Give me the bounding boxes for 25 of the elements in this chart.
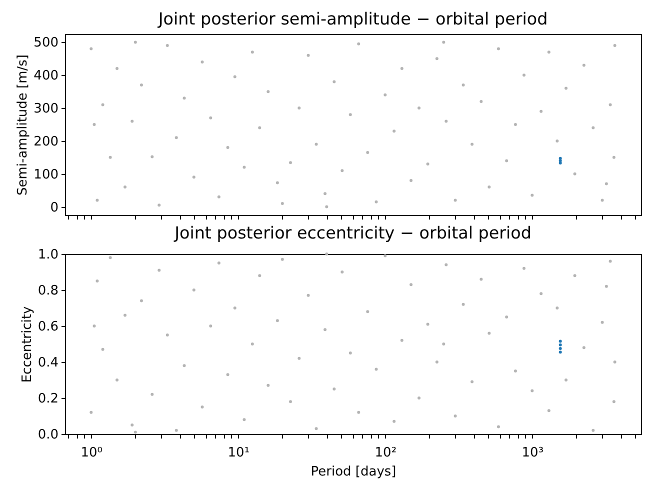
y-axis-title: Semi-amplitude [m/s] [16, 54, 31, 196]
chart-title: Joint posterior semi-amplitude − orbital period [157, 8, 548, 28]
y-tick-label: 500 [34, 36, 58, 51]
x-tick-label: 10² [374, 446, 397, 460]
y-tick-label: 0 [50, 200, 58, 216]
y-tick-label: 0.2 [38, 392, 58, 406]
x-axis-title: Period [days] [310, 464, 396, 480]
point [558, 343, 562, 346]
point [558, 350, 562, 354]
y-tick-label: 0.0 [38, 428, 58, 442]
y-tick-label: 0.6 [38, 320, 58, 334]
point [558, 340, 562, 343]
y-tick-label: 300 [34, 102, 58, 117]
x-tick-label: 10¹ [228, 446, 250, 460]
y-axis-title: Eccentricity [20, 306, 35, 383]
y-tick-label: 100 [34, 167, 58, 182]
y-tick-label: 0.4 [38, 356, 58, 370]
chart-title: Joint posterior eccentricity − orbital period [174, 222, 532, 242]
x-tick-label: 10⁰ [80, 446, 103, 460]
point [558, 347, 562, 350]
x-tick-label: 10³ [522, 446, 544, 460]
y-tick-label: 0.8 [38, 284, 58, 298]
y-tick-label: 1.0 [38, 248, 58, 262]
y-tick-label: 400 [34, 68, 58, 84]
y-tick-label: 200 [34, 134, 58, 150]
